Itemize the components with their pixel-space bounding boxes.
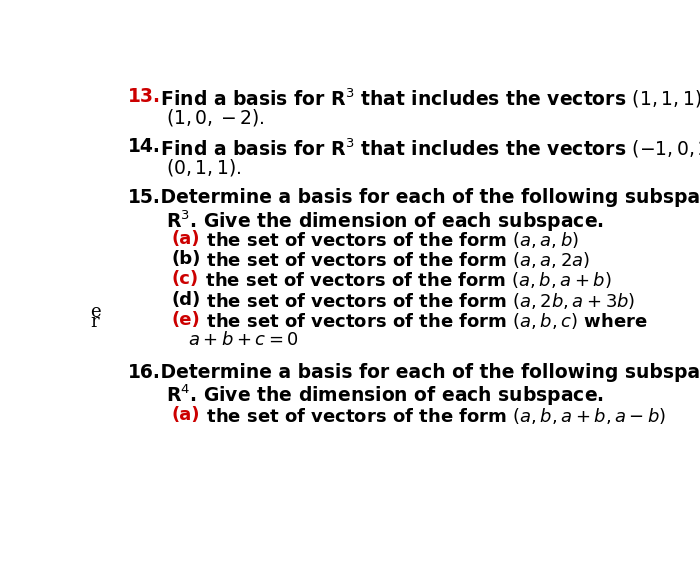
Text: e: e: [90, 303, 101, 321]
Text: the set of vectors of the form $(a, b, a + b, a - b)$: the set of vectors of the form $(a, b, a…: [194, 406, 666, 426]
Text: (e): (e): [172, 311, 200, 329]
Text: r: r: [90, 313, 99, 331]
Text: $(0, 1, 1).$: $(0, 1, 1).$: [166, 157, 242, 178]
Text: (b): (b): [172, 250, 201, 268]
Text: $a + b + c = 0$: $a + b + c = 0$: [188, 332, 299, 350]
Text: $(1, 0, -2).$: $(1, 0, -2).$: [166, 107, 265, 128]
Text: the set of vectors of the form $(a, a, 2a)$: the set of vectors of the form $(a, a, 2…: [195, 250, 590, 270]
Text: $\mathbf{R}^3$. Give the dimension of each subspace.: $\mathbf{R}^3$. Give the dimension of ea…: [166, 208, 604, 234]
Text: Find a basis for $\mathbf{R}^3$ that includes the vectors $(-1, 0, 2)$ and: Find a basis for $\mathbf{R}^3$ that inc…: [154, 137, 700, 160]
Text: the set of vectors of the form $(a, b, c)$ where: the set of vectors of the form $(a, b, c…: [194, 311, 648, 331]
Text: Find a basis for $\mathbf{R}^3$ that includes the vectors $(1, 1, 1)$ and: Find a basis for $\mathbf{R}^3$ that inc…: [154, 87, 700, 110]
Text: (c): (c): [172, 270, 199, 288]
Text: the set of vectors of the form $(a, b, a + b)$: the set of vectors of the form $(a, b, a…: [193, 270, 611, 291]
Text: the set of vectors of the form $(a, a, b)$: the set of vectors of the form $(a, a, b…: [194, 230, 579, 250]
Text: Determine a basis for each of the following subspaces of: Determine a basis for each of the follow…: [154, 362, 700, 382]
Text: $\mathbf{R}^4$. Give the dimension of each subspace.: $\mathbf{R}^4$. Give the dimension of ea…: [166, 383, 604, 409]
Text: 14.: 14.: [128, 137, 161, 156]
Text: 15.: 15.: [128, 188, 161, 207]
Text: (d): (d): [172, 291, 201, 309]
Text: 16.: 16.: [128, 362, 161, 382]
Text: 13.: 13.: [128, 87, 161, 106]
Text: (a): (a): [172, 230, 200, 248]
Text: (a): (a): [172, 406, 200, 424]
Text: Determine a basis for each of the following subspaces of: Determine a basis for each of the follow…: [154, 188, 700, 207]
Text: the set of vectors of the form $(a, 2b, a + 3b)$: the set of vectors of the form $(a, 2b, …: [195, 291, 636, 311]
